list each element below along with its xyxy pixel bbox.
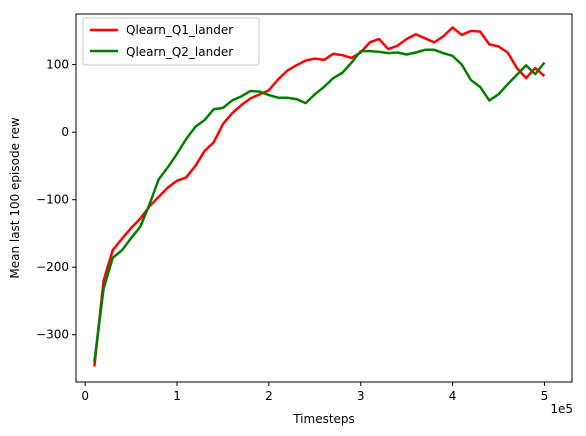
- x-axis-label: Timesteps: [292, 412, 355, 426]
- x-tick-label: 5: [541, 389, 549, 403]
- x-tick-label: 2: [265, 389, 273, 403]
- x-tick-label: 1: [173, 389, 181, 403]
- legend: Qlearn_Q1_lander Qlearn_Q2_lander: [82, 17, 260, 66]
- y-tick-label: 0: [61, 125, 69, 139]
- x-tick-label: 4: [449, 389, 457, 403]
- plot-frame: [75, 13, 573, 383]
- legend-label-series-1: Qlearn_Q1_lander: [126, 23, 233, 37]
- legend-label-series-2: Qlearn_Q2_lander: [126, 45, 233, 59]
- legend-box: [82, 17, 260, 66]
- y-tick-label: −100: [36, 193, 69, 207]
- y-tick-label: −200: [36, 260, 69, 274]
- series-line-2: [93, 48, 546, 362]
- y-axis-label: Mean last 100 episode rew: [8, 117, 22, 278]
- y-tick-label: −300: [36, 328, 69, 342]
- x-axis-offset-label: 1e5: [550, 402, 573, 416]
- tick-layer: 0 1 2 3 4 5 −300 −200 −100 0 100: [36, 58, 548, 403]
- series-line-1: [93, 26, 546, 367]
- x-tick-label: 0: [81, 389, 89, 403]
- x-tick-label: 3: [357, 389, 365, 403]
- y-tick-label: 100: [46, 58, 69, 72]
- series-layer: [93, 26, 546, 367]
